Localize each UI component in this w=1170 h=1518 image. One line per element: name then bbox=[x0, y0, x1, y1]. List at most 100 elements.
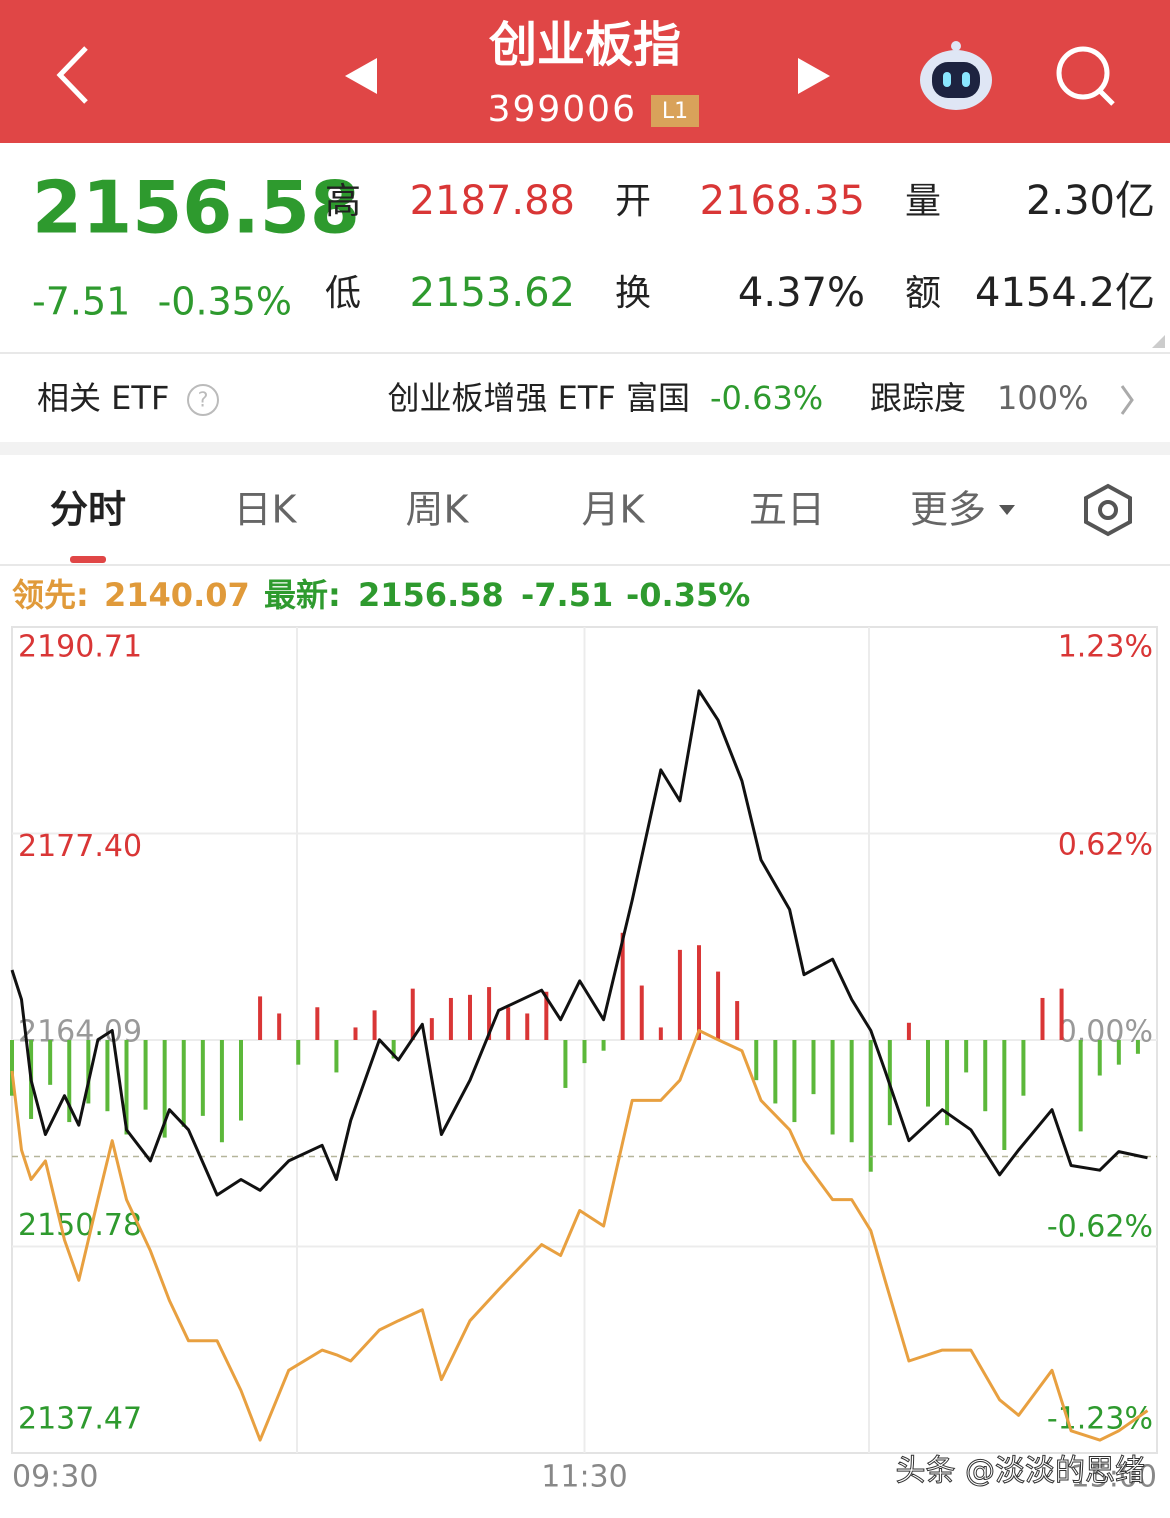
etf-label: 相关 ETF bbox=[37, 379, 169, 417]
tab[interactable]: 更多 bbox=[910, 488, 986, 532]
indicator-bar bbox=[162, 1040, 167, 1138]
indicator-bar bbox=[945, 1040, 950, 1126]
indicator-bar bbox=[219, 1040, 224, 1143]
indicator-bar bbox=[429, 1018, 434, 1040]
field-value: 2153.62 bbox=[410, 270, 575, 316]
field-label: 低 bbox=[325, 273, 361, 314]
indicator-bar bbox=[391, 1040, 396, 1059]
indicator-bar bbox=[410, 988, 415, 1040]
indicator-bar bbox=[1002, 1040, 1007, 1150]
indicator-bar bbox=[754, 1040, 759, 1081]
indicator-bar bbox=[296, 1040, 301, 1065]
indicator-bar bbox=[735, 1001, 740, 1040]
indicator-bar bbox=[620, 932, 625, 1040]
svg-text:?: ? bbox=[198, 388, 209, 412]
indicator-bar bbox=[86, 1040, 91, 1104]
indicator-bar bbox=[677, 949, 682, 1040]
y2-tick-label: 0.62% bbox=[1058, 827, 1153, 862]
tab[interactable]: 月K bbox=[582, 488, 646, 532]
tab[interactable]: 周K bbox=[406, 488, 470, 532]
indicator-bar bbox=[277, 1013, 282, 1040]
indicator-bar bbox=[773, 1040, 778, 1104]
indicator-bar bbox=[105, 1040, 110, 1112]
field-value: 2.30亿 bbox=[1026, 178, 1155, 224]
tab-indicator bbox=[70, 556, 106, 563]
indicator-bar bbox=[830, 1040, 835, 1135]
indicator-bar bbox=[906, 1022, 911, 1040]
indicator-bar bbox=[487, 987, 492, 1040]
field-label: 高 bbox=[325, 181, 361, 222]
lead-label: 领先: bbox=[12, 576, 89, 614]
indicator-bar bbox=[658, 1027, 663, 1040]
y-tick-label: 2164.09 bbox=[18, 1015, 142, 1050]
indicator-bar bbox=[582, 1040, 587, 1064]
y-tick-label: 2137.47 bbox=[18, 1402, 142, 1437]
field-label: 开 bbox=[615, 181, 651, 222]
latest-change-pct: -0.35% bbox=[626, 576, 750, 614]
code: 399006 bbox=[488, 89, 637, 130]
indicator-bar bbox=[792, 1040, 797, 1123]
x-tick-label: 15:00 bbox=[1071, 1460, 1157, 1495]
settings-button[interactable] bbox=[1084, 483, 1132, 537]
indicator-bar bbox=[258, 996, 263, 1040]
indicator-bar bbox=[716, 971, 721, 1040]
y-tick-label: 2150.78 bbox=[18, 1208, 142, 1243]
prev-button[interactable] bbox=[345, 58, 377, 94]
help-icon[interactable]: ? bbox=[187, 384, 219, 416]
y2-tick-label: -0.62% bbox=[1047, 1210, 1153, 1245]
price-line bbox=[10, 689, 1148, 1197]
indicator-bar bbox=[601, 1040, 606, 1051]
more-caret[interactable] bbox=[999, 505, 1015, 515]
x-tick-label: 11:30 bbox=[541, 1460, 627, 1495]
price: 2156.58 bbox=[32, 166, 360, 250]
badge: L1 bbox=[662, 99, 688, 124]
field-value: 2168.35 bbox=[700, 178, 865, 224]
indicator-bar bbox=[1040, 997, 1045, 1040]
indicator-bar bbox=[353, 1027, 358, 1040]
indicator-bar bbox=[200, 1040, 205, 1116]
tracking-label: 跟踪度 bbox=[870, 379, 966, 417]
latest-change: -7.51 bbox=[521, 576, 613, 614]
field-label: 额 bbox=[905, 273, 941, 314]
title: 创业板指 bbox=[489, 17, 681, 73]
indicator-bar bbox=[10, 1040, 14, 1096]
latest-label: 最新: bbox=[264, 576, 341, 614]
indicator-bar bbox=[926, 1040, 930, 1107]
indicator-bar bbox=[448, 997, 453, 1040]
change-pct: -0.35% bbox=[158, 280, 292, 324]
price-line bbox=[10, 1029, 1149, 1442]
indicator-bar bbox=[563, 1040, 568, 1088]
indicator-bar bbox=[315, 1007, 320, 1040]
latest-value: 2156.58 bbox=[358, 576, 504, 614]
indicator-bar bbox=[525, 1013, 530, 1040]
assistant-icon[interactable] bbox=[920, 41, 992, 110]
indicator-bar bbox=[506, 1007, 511, 1040]
indicator-bar bbox=[372, 1010, 377, 1040]
back-button[interactable] bbox=[56, 46, 88, 104]
field-label: 量 bbox=[905, 181, 941, 222]
y-tick-label: 2177.40 bbox=[18, 829, 142, 864]
indicator-bar bbox=[868, 1040, 873, 1172]
lead-value: 2140.07 bbox=[104, 576, 250, 614]
section-gap bbox=[0, 442, 1170, 455]
tab[interactable]: 分时 bbox=[50, 488, 126, 532]
indicator-bar bbox=[811, 1040, 816, 1095]
next-button[interactable] bbox=[798, 58, 830, 94]
indicator-bar bbox=[849, 1040, 854, 1143]
etf-chevron[interactable] bbox=[1120, 385, 1134, 415]
expand-corner[interactable] bbox=[1152, 335, 1165, 348]
indicator-bar bbox=[334, 1040, 339, 1073]
indicator-bar bbox=[983, 1040, 988, 1112]
indicator-bar bbox=[639, 985, 644, 1040]
tab[interactable]: 五日 bbox=[749, 488, 825, 532]
indicator-bar bbox=[1059, 988, 1064, 1040]
indicator-bar bbox=[181, 1040, 186, 1127]
search-button[interactable] bbox=[1056, 46, 1115, 106]
etf-name[interactable]: 创业板增强 ETF 富国 bbox=[387, 379, 690, 417]
indicator-bar bbox=[544, 991, 549, 1040]
field-value: 4.37% bbox=[738, 270, 865, 316]
tab[interactable]: 日K bbox=[234, 488, 298, 532]
tracking-value: 100% bbox=[997, 379, 1088, 417]
badge-bg bbox=[651, 95, 699, 127]
